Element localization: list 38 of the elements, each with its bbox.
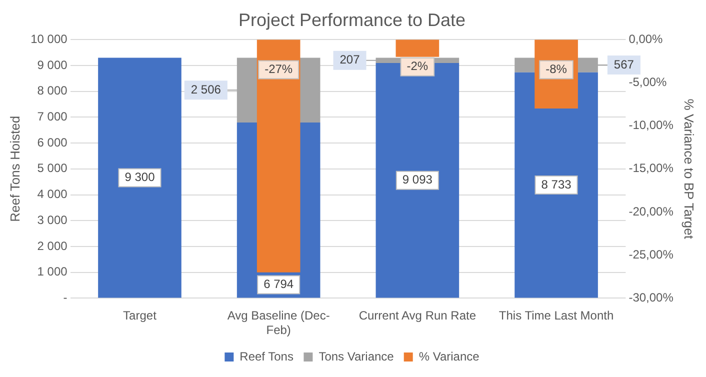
y-tick-label: 6 000	[37, 135, 68, 150]
y2-tick-label: -20,00%	[628, 204, 674, 218]
y-tick-label: -	[63, 290, 68, 305]
y-tick-label: 10 000	[30, 32, 68, 46]
y2-tick-label: -5,00%	[628, 75, 668, 90]
data-label: 9 300	[124, 170, 156, 184]
y2-tick-label: -15,00%	[628, 161, 674, 176]
y2-tick-label: -25,00%	[628, 247, 674, 262]
x-tick-label: Target	[123, 308, 158, 323]
data-label: -8%	[546, 62, 568, 76]
legend-label: % Variance	[418, 349, 480, 364]
y-tick-label: 2 000	[37, 238, 68, 253]
y-tick-label: 4 000	[37, 187, 68, 202]
y2-axis-title: % Variance to BP Target	[682, 98, 697, 240]
y-tick-label: 9 000	[37, 58, 68, 72]
x-tick-label: This Time Last Month	[498, 308, 614, 323]
data-label: 207	[340, 52, 360, 67]
data-label: 6 794	[264, 277, 294, 292]
y-tick-label: 8 000	[37, 84, 68, 98]
legend-label: Tons Variance	[318, 349, 394, 364]
x-tick-label: Avg Baseline (Dec-Feb)	[227, 308, 330, 338]
x-tick-label: Current Avg Run Rate	[358, 308, 476, 323]
y2-tick-label: -10,00%	[628, 118, 674, 132]
y-tick-label: 5 000	[37, 161, 68, 176]
legend-label: Reef Tons	[240, 349, 294, 364]
data-label: -2%	[406, 59, 428, 74]
data-label: 2 506	[190, 82, 222, 96]
data-label: 9 093	[402, 172, 433, 187]
data-label: 8 733	[541, 177, 572, 192]
y2-tick-label: -30,00%	[628, 290, 674, 305]
data-label: -27%	[264, 62, 293, 76]
chart-title: Project Performance to Date	[238, 10, 466, 30]
y-axis-title: Reef Tons Hoisted	[7, 116, 22, 222]
y-tick-label: 3 000	[37, 212, 68, 227]
y-tick-label: 1 000	[37, 264, 68, 279]
y-tick-label: 7 000	[37, 109, 68, 124]
y2-tick-label: 0,00%	[628, 32, 664, 46]
data-label: 567	[614, 57, 634, 72]
